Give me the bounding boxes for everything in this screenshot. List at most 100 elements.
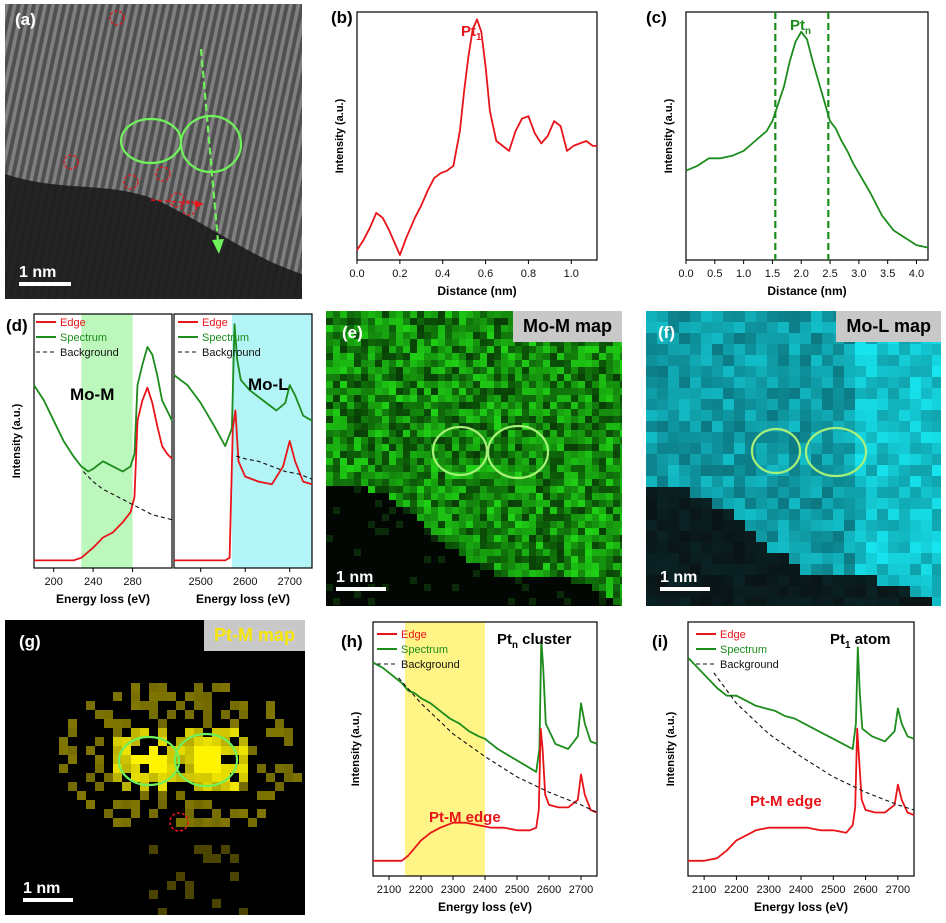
map-pixel: [95, 845, 105, 855]
map-pixel: [95, 908, 105, 915]
panel-e-mo-m-map: Mo-M map (e) 1 nm: [326, 311, 622, 606]
map-pixel: [41, 647, 51, 657]
map-pixel: [932, 410, 941, 422]
map-pixel: [203, 764, 213, 774]
map-pixel: [293, 791, 303, 801]
map-pixel: [284, 737, 294, 747]
map-pixel: [679, 410, 691, 422]
map-pixel: [508, 402, 516, 410]
map-pixel: [494, 528, 502, 536]
map-pixel: [375, 605, 383, 606]
map-pixel: [149, 701, 159, 711]
map-pixel: [557, 409, 565, 417]
map-pixel: [302, 692, 305, 702]
map-pixel: [745, 597, 757, 606]
map-pixel: [185, 755, 195, 765]
map-pixel: [734, 366, 746, 378]
map-pixel: [789, 355, 801, 367]
map-pixel: [578, 500, 586, 508]
map-pixel: [221, 674, 231, 684]
map-pixel: [248, 665, 258, 675]
map-pixel: [131, 665, 141, 675]
map-pixel: [354, 353, 362, 361]
map-pixel: [536, 472, 544, 480]
map-pixel: [41, 701, 51, 711]
map-pixel: [501, 451, 509, 459]
map-pixel: [389, 577, 397, 585]
map-pixel: [778, 487, 790, 499]
map-pixel: [375, 549, 383, 557]
map-pixel: [487, 346, 495, 354]
map-pixel: [459, 458, 467, 466]
map-pixel: [800, 542, 812, 554]
map-pixel: [501, 402, 509, 410]
map-pixel: [389, 339, 397, 347]
map-pixel: [494, 535, 502, 543]
map-pixel: [230, 791, 240, 801]
map-pixel: [701, 586, 713, 598]
map-pixel: [888, 498, 900, 510]
map-pixel: [185, 746, 195, 756]
map-pixel: [14, 827, 24, 837]
map-pixel: [221, 773, 231, 783]
map-pixel: [668, 575, 680, 587]
map-pixel: [424, 458, 432, 466]
series-line-background: [82, 471, 173, 521]
map-pixel: [592, 472, 600, 480]
legend-label: Edge: [60, 317, 86, 329]
map-pixel: [494, 598, 502, 606]
map-pixel: [620, 514, 622, 522]
map-pixel: [396, 493, 404, 501]
map-pixel: [275, 674, 285, 684]
map-pixel: [389, 507, 397, 515]
map-pixel: [585, 444, 593, 452]
map-pixel: [438, 556, 446, 564]
map-pixel: [459, 584, 467, 592]
x-tick-label: 0.2: [392, 268, 407, 280]
map-pixel: [185, 701, 195, 711]
map-pixel: [888, 410, 900, 422]
map-pixel: [557, 591, 565, 599]
map-pixel: [340, 325, 348, 333]
map-pixel: [230, 728, 240, 738]
map-pixel: [176, 899, 186, 909]
map-pixel: [921, 377, 933, 389]
map-pixel: [745, 443, 757, 455]
map-pixel: [354, 605, 362, 606]
map-pixel: [417, 584, 425, 592]
map-pixel: [522, 367, 530, 375]
map-pixel: [59, 656, 69, 666]
map-pixel: [32, 620, 42, 630]
map-pixel: [230, 872, 240, 882]
map-pixel: [613, 409, 621, 417]
map-pixel: [473, 479, 481, 487]
map-pixel: [599, 500, 607, 508]
map-pixel: [32, 800, 42, 810]
map-pixel: [382, 395, 390, 403]
map-pixel: [158, 845, 168, 855]
map-pixel: [340, 556, 348, 564]
map-pixel: [657, 355, 669, 367]
map-pixel: [599, 374, 607, 382]
map-pixel: [679, 520, 691, 532]
map-pixel: [778, 355, 790, 367]
map-pixel: [340, 346, 348, 354]
map-pixel: [578, 584, 586, 592]
map-pixel: [613, 430, 621, 438]
map-pixel: [266, 800, 276, 810]
map-pixel: [424, 577, 432, 585]
map-pixel: [613, 437, 621, 445]
map-pixel: [578, 479, 586, 487]
map-pixel: [354, 395, 362, 403]
map-pixel: [131, 890, 141, 900]
map-pixel: [23, 620, 33, 630]
map-pixel: [557, 486, 565, 494]
map-pixel: [501, 423, 509, 431]
map-pixel: [668, 542, 680, 554]
map-pixel: [248, 899, 258, 909]
map-pixel: [571, 598, 579, 606]
map-pixel: [410, 430, 418, 438]
map-pixel: [382, 493, 390, 501]
map-pixel: [32, 683, 42, 693]
map-pixel: [176, 674, 186, 684]
